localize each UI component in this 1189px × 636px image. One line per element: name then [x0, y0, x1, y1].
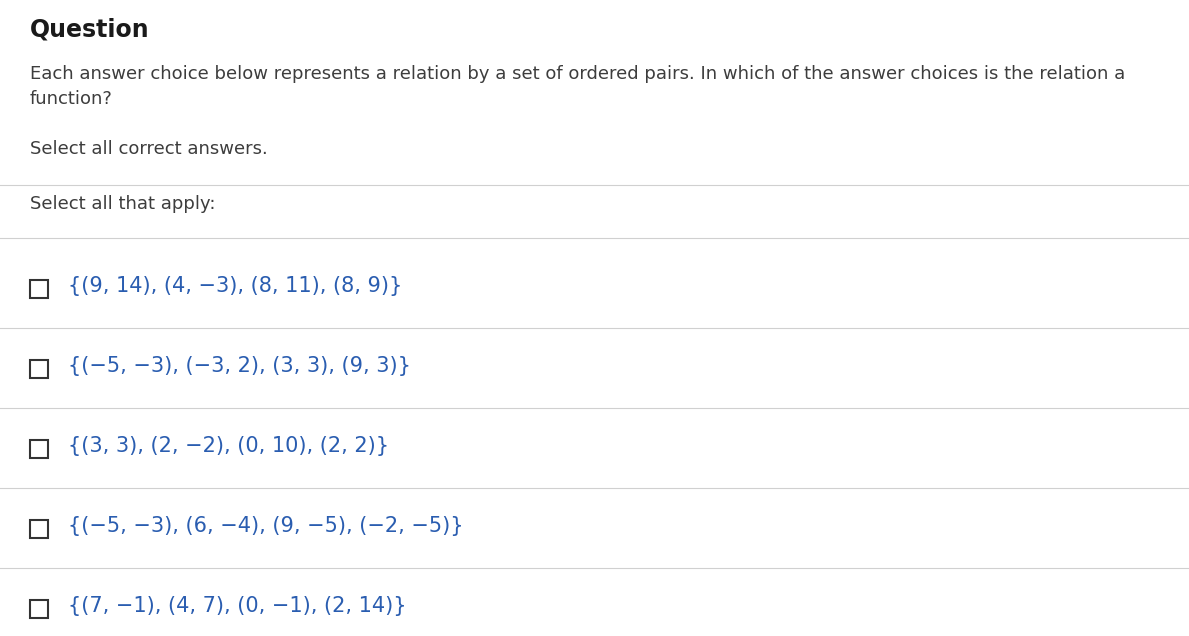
Text: {(3, 3), (2, −2), (0, 10), (2, 2)}: {(3, 3), (2, −2), (0, 10), (2, 2)} — [68, 436, 389, 456]
Bar — [30, 440, 48, 458]
Text: {(7, −1), (4, 7), (0, −1), (2, 14)}: {(7, −1), (4, 7), (0, −1), (2, 14)} — [68, 596, 407, 616]
Bar — [30, 600, 48, 618]
Text: Each answer choice below represents a relation by a set of ordered pairs. In whi: Each answer choice below represents a re… — [30, 65, 1125, 108]
Bar — [30, 360, 48, 378]
Text: {(−5, −3), (−3, 2), (3, 3), (9, 3)}: {(−5, −3), (−3, 2), (3, 3), (9, 3)} — [68, 356, 411, 376]
Bar — [30, 280, 48, 298]
Text: Select all that apply:: Select all that apply: — [30, 195, 215, 213]
Text: Select all correct answers.: Select all correct answers. — [30, 140, 268, 158]
Bar — [30, 520, 48, 538]
Text: {(9, 14), (4, −3), (8, 11), (8, 9)}: {(9, 14), (4, −3), (8, 11), (8, 9)} — [68, 276, 402, 296]
Text: Question: Question — [30, 18, 150, 42]
Text: {(−5, −3), (6, −4), (9, −5), (−2, −5)}: {(−5, −3), (6, −4), (9, −5), (−2, −5)} — [68, 516, 464, 536]
